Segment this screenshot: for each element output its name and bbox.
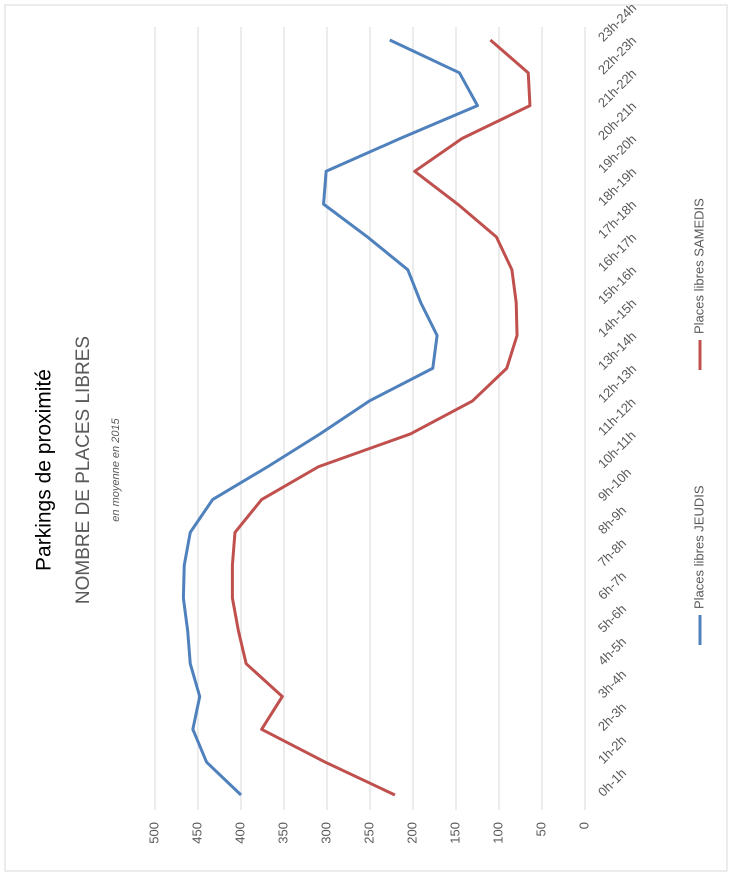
series-line — [230, 38, 532, 797]
y-tick-label: 200 — [404, 822, 419, 844]
y-tick-label: 400 — [232, 822, 247, 844]
chart-title: Parkings de proximité — [33, 369, 56, 571]
y-tick-label: 150 — [447, 822, 462, 844]
y-tick-label: 350 — [275, 822, 290, 844]
chart-subtitle: NOMBRE DE PLACES LIBRES — [73, 336, 94, 604]
chart-note: en moyenne en 2015 — [110, 417, 122, 521]
y-tick-label: 450 — [189, 822, 204, 844]
y-tick-label: 250 — [361, 822, 376, 844]
y-tick-label: 300 — [318, 822, 333, 844]
legend-label: Places libres JEUDIS — [691, 485, 706, 609]
y-tick-label: 500 — [146, 822, 161, 844]
series-line — [181, 38, 479, 797]
chart-border — [4, 4, 728, 872]
y-tick-label: 100 — [490, 822, 505, 844]
y-tick-label: 0 — [576, 822, 591, 829]
y-tick-label: 50 — [533, 822, 548, 836]
legend-label: Places libres SAMEDIS — [691, 198, 706, 334]
